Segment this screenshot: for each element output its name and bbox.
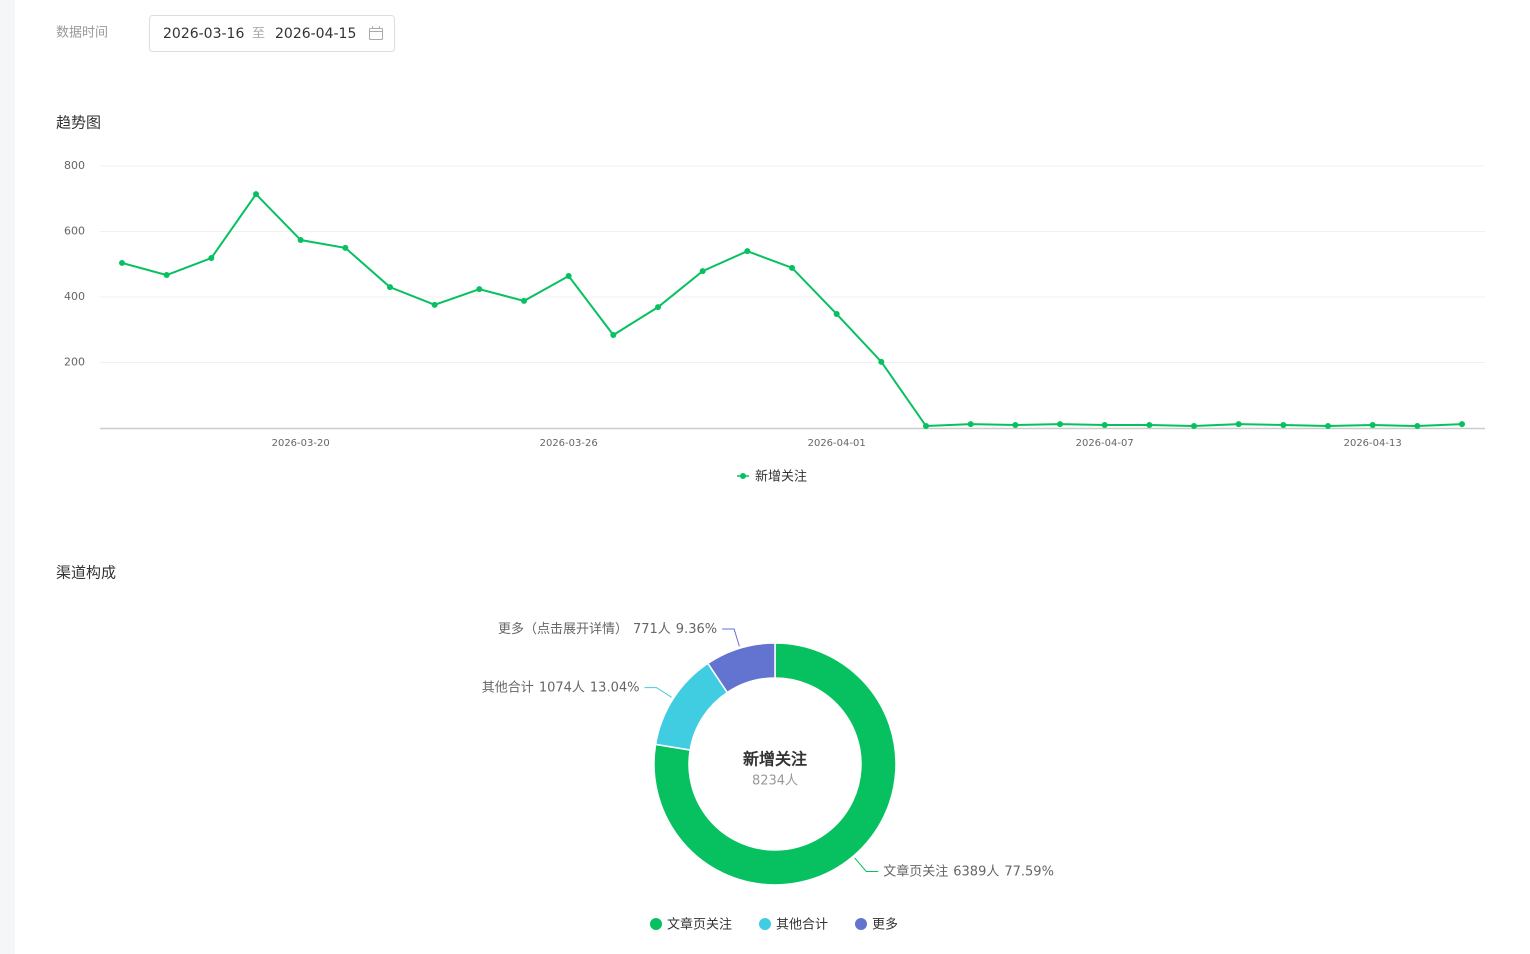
point	[1280, 422, 1287, 429]
slice-label: 文章页关注 6389人 77.59%	[883, 863, 1054, 879]
slice-label: 更多（点击展开详情） 771人 9.36%	[498, 621, 717, 637]
line	[121, 192, 1463, 428]
end-date[interactable]: 2026-04-15	[275, 26, 356, 42]
point	[655, 304, 661, 311]
slice-percent: 13.04%	[590, 680, 640, 695]
point	[744, 248, 751, 255]
point	[1325, 423, 1331, 430]
point	[342, 244, 349, 251]
section-title: 渠道构成	[56, 564, 116, 582]
point	[610, 331, 617, 338]
legend-dot	[759, 918, 771, 930]
pie-slice	[653, 642, 897, 886]
point	[297, 237, 304, 244]
slice-value: 1074人	[539, 680, 585, 695]
slice-label: 其他合计 1074人 13.04%	[482, 680, 640, 695]
legend-label: 新增关注	[755, 469, 807, 485]
point	[163, 272, 170, 279]
calendar-icon[interactable]	[369, 26, 383, 40]
label-leader	[644, 687, 672, 698]
legend-label: 文章页关注	[667, 917, 732, 933]
point	[1146, 422, 1153, 429]
point	[967, 421, 974, 428]
start-date[interactable]: 2026-03-16	[163, 26, 244, 42]
slice-value: 771人	[633, 622, 671, 637]
point	[1057, 421, 1063, 428]
point	[1459, 421, 1465, 428]
y-tick-label: 800	[64, 159, 85, 172]
point	[119, 259, 125, 266]
point	[1191, 423, 1197, 430]
date-range-picker[interactable]	[149, 15, 395, 52]
point	[1101, 422, 1108, 429]
point	[833, 311, 840, 318]
slice-name: 其他合计	[482, 680, 534, 695]
label-leader	[722, 628, 740, 647]
point	[923, 423, 929, 430]
x-tick-label: 2026-04-07	[1076, 438, 1134, 449]
point	[878, 358, 885, 365]
slice-percent: 9.36%	[676, 622, 717, 637]
legend-dot	[740, 473, 746, 479]
y-tick-label: 400	[64, 290, 85, 303]
point	[1369, 422, 1376, 429]
x-tick-label: 2026-03-20	[272, 438, 330, 449]
point	[387, 284, 393, 291]
legend-label: 其他合计	[776, 918, 828, 933]
point	[1012, 422, 1019, 429]
point	[521, 297, 527, 304]
date-separator: 至	[252, 27, 265, 42]
pie-slice	[706, 642, 776, 694]
point	[789, 264, 795, 271]
point	[431, 301, 438, 308]
x-tick-label: 2026-03-26	[540, 438, 598, 449]
slice-percent: 77.59%	[1004, 864, 1054, 879]
legend-dot	[855, 918, 867, 930]
point	[1235, 421, 1242, 428]
legend-label: 更多	[872, 917, 898, 933]
point	[1414, 423, 1421, 430]
center-value: 8234人	[752, 774, 798, 789]
point	[208, 255, 215, 262]
slice-value: 6389人	[953, 864, 999, 879]
side-strip	[0, 0, 15, 954]
label-leader	[854, 857, 879, 872]
legend-dot	[650, 918, 662, 930]
y-tick-label: 600	[64, 225, 85, 238]
section-title: 趋势图	[56, 114, 101, 132]
point	[699, 268, 706, 275]
slice-name: 文章页关注	[883, 863, 948, 879]
x-tick-label: 2026-04-13	[1344, 438, 1402, 449]
center-title: 新增关注	[743, 750, 807, 769]
filter-label: 数据时间	[56, 26, 108, 41]
point	[253, 191, 259, 198]
point	[565, 273, 572, 280]
slice-name: 更多（点击展开详情）	[498, 621, 628, 637]
x-tick-label: 2026-04-01	[808, 438, 866, 449]
y-tick-label: 200	[64, 356, 85, 369]
point	[476, 286, 483, 293]
